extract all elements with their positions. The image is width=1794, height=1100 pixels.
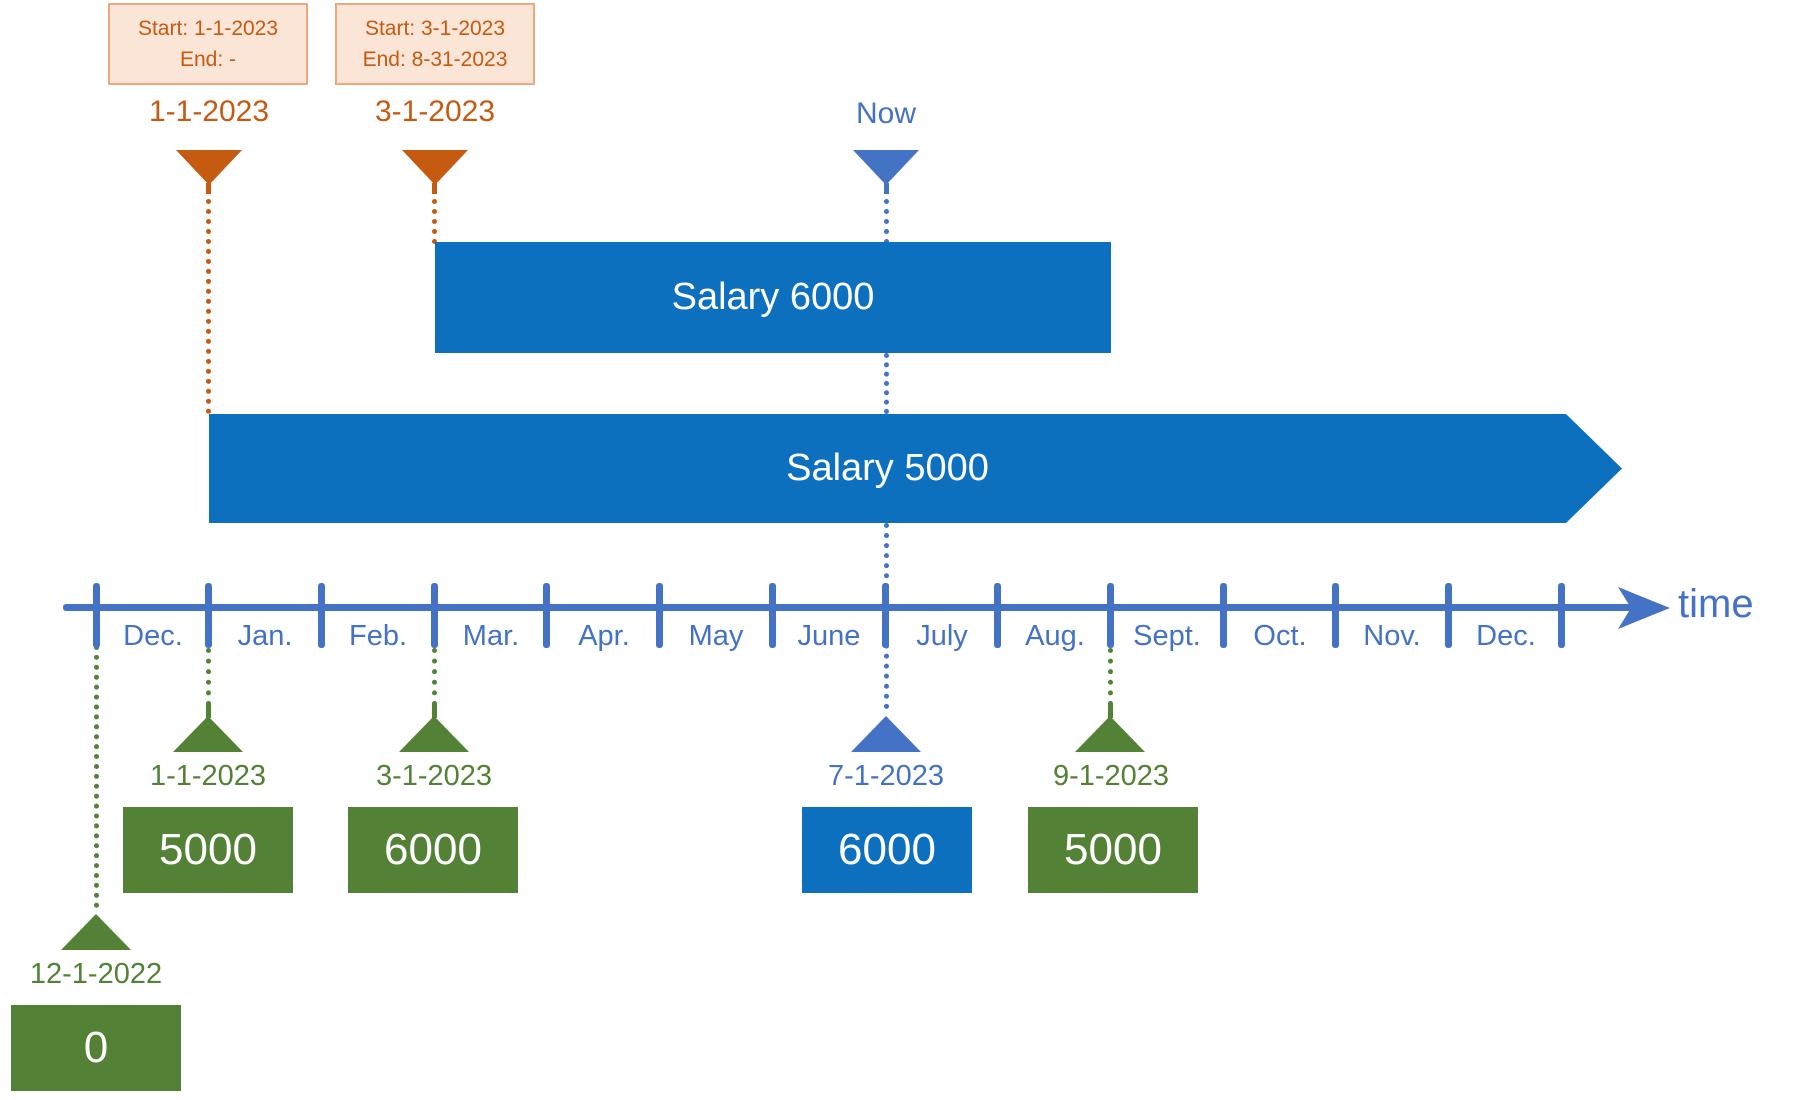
callout-start-text: Start: 1-1-2023 [137,16,279,40]
axis-tick [769,583,776,648]
dotted-connector [884,199,889,244]
callout-period-2: Start: 3-1-2023 End: 8-31-2023 [335,3,535,85]
dotted-connector [884,353,889,414]
month-label-jan: Jan. [237,620,293,652]
salary-6000-bar-label: Salary 6000 [671,276,875,318]
callout-end-text: End: 8-31-2023 [362,48,508,71]
event-date-label: 7-1-2023 [827,760,945,792]
month-label-june: June [797,620,861,652]
axis-tick [318,583,325,648]
month-label-sept: Sept. [1133,620,1201,652]
triangle-up-icon [61,914,131,950]
event-value: 0 [83,1023,109,1072]
month-label-mar: Mar. [462,620,520,652]
dotted-connector [94,645,99,908]
start-date-label-1: 1-1-2023 [148,95,270,128]
time-axis-label: time [1678,582,1754,626]
event-date-label: 9-1-2023 [1052,760,1170,792]
event-value: 6000 [384,825,482,874]
event-date-label: 3-1-2023 [375,760,493,792]
month-label-may: May [688,620,744,652]
axis-tick [656,583,663,648]
dotted-connector [432,648,437,706]
dotted-connector [206,648,211,706]
axis-tick [1558,583,1565,648]
dotted-connector [206,199,211,414]
event-value-box: 6000 [802,807,972,893]
event-value: 5000 [1064,825,1162,874]
event-value-box: 0 [11,1005,181,1091]
axis-tick [543,583,550,648]
callout-period-1: Start: 1-1-2023 End: - [108,3,308,85]
dotted-connector [1108,648,1113,706]
month-label-feb: Feb. [348,620,408,652]
salary-6000-bar: Salary 6000 [435,242,1111,353]
triangle-up-icon [173,716,243,752]
time-axis-line [63,604,1635,611]
month-label-july: July [916,620,968,652]
marker-stem [432,183,437,194]
start-date-label-2: 3-1-2023 [374,95,496,128]
event-value-box: 5000 [123,807,293,893]
triangle-down-icon [402,150,468,185]
month-label-apr: Apr. [578,620,630,652]
axis-tick [1332,583,1339,648]
triangle-up-icon [1075,716,1145,752]
axis-tick [994,583,1001,648]
dotted-connector [432,199,437,244]
event-value: 6000 [838,825,936,874]
event-value-box: 6000 [348,807,518,893]
event-date-label: 12-1-2022 [29,958,163,990]
axis-tick [1220,583,1227,648]
triangle-down-icon [853,150,919,185]
axis-tick [205,583,212,648]
salary-5000-bar-label: Salary 5000 [786,447,989,489]
now-label: Now [855,97,916,130]
axis-arrowhead-icon [1618,587,1670,629]
event-date-label: 1-1-2023 [149,760,267,792]
marker-stem [1108,704,1113,718]
marker-stem [206,183,211,194]
marker-stem [206,704,211,718]
triangle-up-icon [399,716,469,752]
axis-tick [882,583,889,648]
axis-tick [1445,583,1452,648]
month-label-nov: Nov. [1363,620,1421,652]
month-label-dec1: Dec. [123,620,183,652]
triangle-down-icon [176,150,242,185]
axis-tick [1107,583,1114,648]
axis-tick [93,583,100,648]
event-value: 5000 [159,825,257,874]
month-label-aug: Aug. [1025,620,1085,652]
salary-5000-bar: Salary 5000 [209,414,1622,523]
triangle-up-icon [851,716,921,752]
marker-stem [884,183,889,194]
marker-stem [432,704,437,718]
axis-tick [431,583,438,648]
callout-start-text: Start: 3-1-2023 [364,16,506,40]
month-label-dec2: Dec. [1476,620,1536,652]
callout-end-text: End: - [179,48,237,71]
month-label-oct: Oct. [1253,620,1307,652]
event-value-box: 5000 [1028,807,1198,893]
